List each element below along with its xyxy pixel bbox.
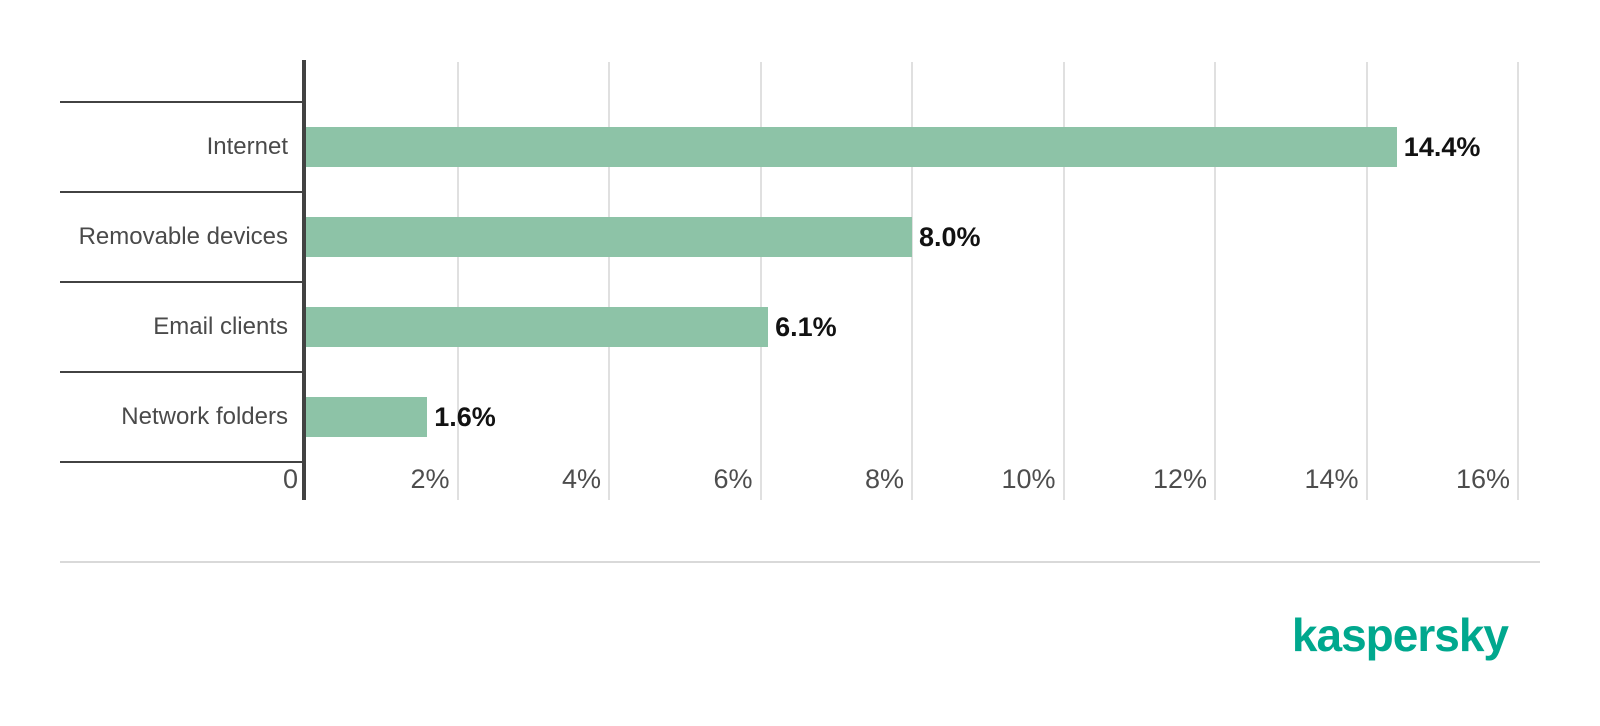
bar [306, 127, 1397, 167]
x-tick-label: 0 [282, 464, 298, 494]
category-separator [60, 281, 302, 283]
bar-row: 14.4% [306, 102, 1518, 192]
category-separator [60, 191, 302, 193]
gridline [1365, 62, 1368, 500]
bar-row: 1.6% [306, 372, 1518, 462]
gridline [1214, 62, 1216, 500]
bar-value-label: 6.1% [775, 311, 837, 342]
kaspersky-logo: kaspersky [1291, 609, 1509, 661]
category-separator [60, 461, 302, 463]
bar-row: 8.0% [306, 192, 1518, 282]
gridline [1517, 62, 1519, 500]
x-tick-label: 4% [561, 464, 601, 494]
x-tick-label: 12% [1152, 464, 1207, 494]
category-label: Internet [206, 133, 288, 160]
gridline [1062, 62, 1065, 500]
x-tick-label: 6% [713, 464, 753, 494]
category-separator [60, 101, 302, 103]
x-tick-label: 16% [1455, 464, 1510, 494]
gridline [911, 62, 913, 500]
bar-value-label: 14.4% [1403, 131, 1481, 162]
gridline [608, 62, 610, 500]
bar [306, 217, 912, 257]
x-tick-label: 2% [410, 464, 450, 494]
gridline [759, 62, 762, 500]
plot-area: 14.4% 8.0% 6.1% 1.6% [306, 62, 1519, 500]
x-tick-label: 8% [864, 464, 904, 494]
gridline [456, 62, 459, 500]
bar-row: 6.1% [306, 282, 1518, 372]
y-axis-line [302, 60, 306, 500]
category-label: Email clients [153, 313, 288, 340]
bar-value-label: 1.6% [434, 401, 496, 432]
bar [306, 397, 428, 437]
bar-value-label: 8.0% [919, 221, 981, 252]
x-axis-ticks: 0 2% 4% 6% 8% 10% 12% 14% 16% [283, 464, 1518, 500]
category-separator [60, 371, 302, 373]
bottom-divider [60, 561, 1540, 563]
x-tick-label: 14% [1304, 464, 1359, 494]
bar [306, 307, 769, 347]
category-label: Network folders [121, 403, 288, 430]
x-tick-label: 10% [1001, 464, 1056, 494]
category-label: Removable devices [78, 223, 288, 250]
